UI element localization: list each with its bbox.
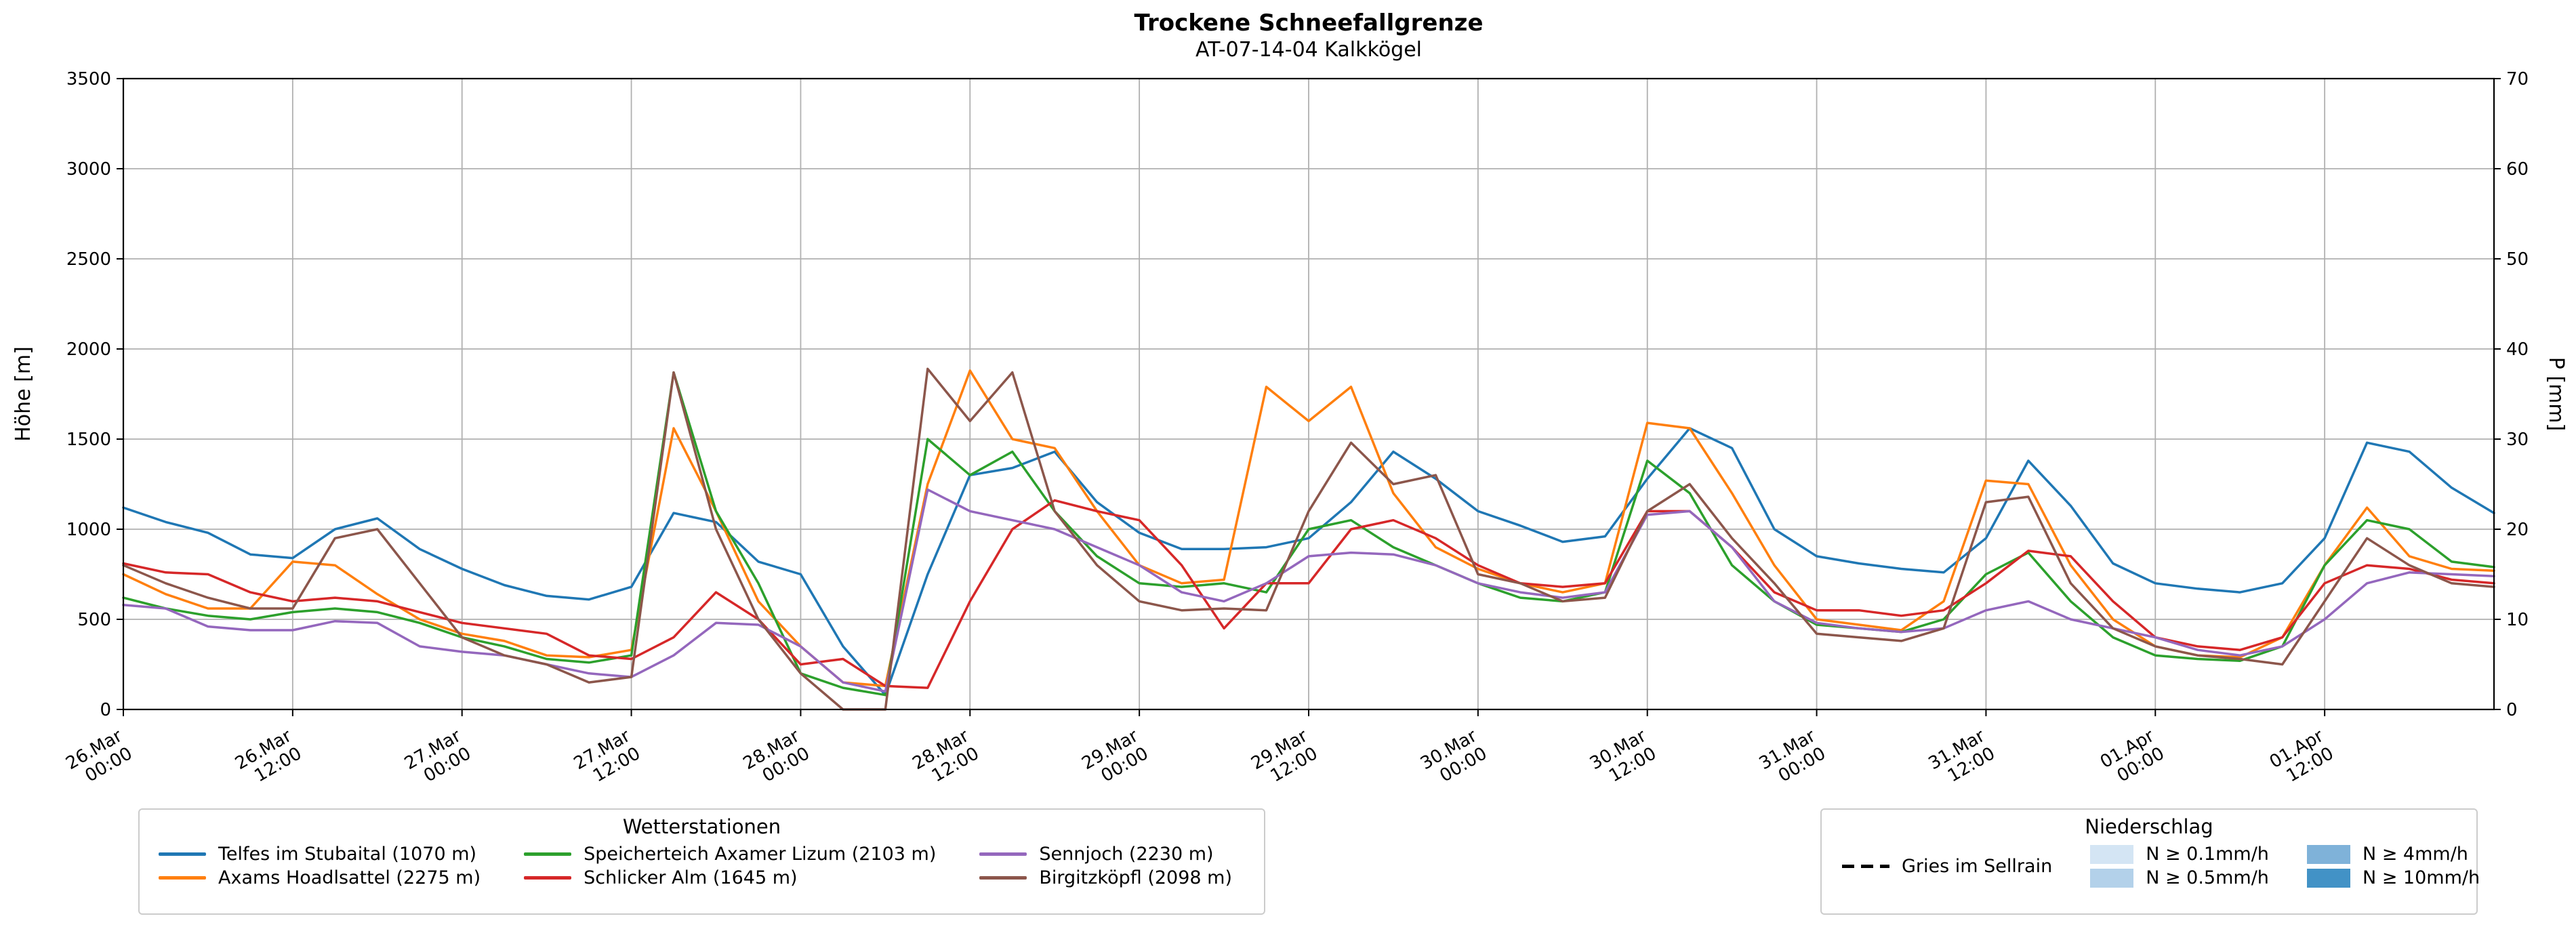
x-tick-label: 30.Mar12:00 (1587, 726, 1660, 791)
legend-item-n-4mm-h: N ≥ 4mm/h (2306, 844, 2480, 865)
legend-item-label: Birgitzköpfl (2098 m) (1039, 867, 1233, 888)
legend-line-swatch (159, 852, 206, 856)
x-tick-label: 28.Mar00:00 (740, 726, 814, 791)
legend-item-axams-hoadlsattel-2275-m: Axams Hoadlsattel (2275 m) (159, 867, 481, 888)
precip-patch-swatch (2090, 844, 2134, 864)
y2-tick-label: 20 (2506, 520, 2529, 540)
legend-item-n-10mm-h: N ≥ 10mm/h (2306, 867, 2480, 888)
y-axis-label-right: P [mm] (2544, 357, 2568, 431)
x-tick-label: 29.Mar00:00 (1078, 726, 1152, 791)
precip-patch-swatch (2090, 868, 2134, 888)
y2-tick-label: 50 (2506, 249, 2529, 270)
y2-tick-label: 0 (2506, 700, 2518, 720)
legend-wetterstationen-title: Wetterstationen (622, 815, 781, 838)
precip-col-3: N ≥ 4mm/h N ≥ 10mm/h (2306, 844, 2480, 888)
legend-niederschlag-title: Niederschlag (2085, 815, 2213, 838)
x-tick-label: 26.Mar12:00 (232, 726, 306, 791)
y-tick-label: 1500 (66, 430, 111, 450)
chart-title: Trockene Schneefallgrenze (1134, 9, 1484, 37)
series-schlicker-alm-1645-m (122, 499, 2495, 689)
y-tick-label: 0 (100, 700, 111, 720)
legend-item-label: N ≥ 4mm/h (2362, 844, 2468, 865)
legend-item-label: N ≥ 0.5mm/h (2146, 867, 2269, 888)
y2-tick-label: 40 (2506, 339, 2529, 360)
legend-item-schlicker-alm-1645-m: Schlicker Alm (1645 m) (524, 867, 936, 888)
legend-item-n-0-5mm-h: N ≥ 0.5mm/h (2090, 867, 2269, 888)
plot-frame (122, 77, 2495, 711)
y2-tick-label: 70 (2506, 69, 2529, 89)
x-tick-label: 01.Apr00:00 (2097, 726, 2168, 790)
legend-item-label: Schlicker Alm (1645 m) (584, 867, 798, 888)
precip-patch-swatch (2306, 844, 2350, 864)
y-tick-label: 1000 (66, 520, 111, 540)
legend-item-label: Telfes im Stubaital (1070 m) (218, 844, 477, 865)
chart-subtitle: AT-07-14-04 Kalkkögel (1195, 38, 1423, 62)
x-tick-label: 31.Mar12:00 (1925, 726, 1999, 791)
legend-item-label: Axams Hoadlsattel (2275 m) (218, 867, 481, 888)
y-tick-label: 3500 (66, 69, 111, 89)
x-tick-label: 27.Mar00:00 (401, 726, 475, 791)
series-birgitzk-pfl-2098-m (122, 367, 2495, 711)
legend-item-n-0-1mm-h: N ≥ 0.1mm/h (2090, 844, 2269, 865)
x-tick-label: 31.Mar00:00 (1756, 726, 1830, 791)
dashed-line-swatch (1842, 864, 1889, 868)
legend-wetterstationen-items: Telfes im Stubaital (1070 m) Axams Hoadls… (140, 838, 1264, 896)
x-tick-label: 01.Apr12:00 (2266, 726, 2337, 790)
series-telfes-im-stubaital-1070-m (122, 427, 2495, 697)
legend-niederschlag: Niederschlag Gries im Sellrain N ≥ 0.1mm/… (1820, 808, 2480, 915)
x-tick-label: 28.Mar12:00 (909, 726, 983, 791)
series-axams-hoadlsattel-2275-m (122, 369, 2495, 688)
y-axis-label-left: Höhe [m] (12, 346, 35, 442)
x-tick-label: 29.Mar12:00 (1248, 726, 1322, 791)
x-tick-label: 27.Mar12:00 (571, 726, 645, 791)
precip-col-reference: Gries im Sellrain (1842, 844, 2052, 888)
x-tick-label: 26.Mar00:00 (62, 726, 136, 791)
x-tick-label: 30.Mar00:00 (1417, 726, 1491, 791)
legend-line-swatch (524, 876, 572, 880)
y-tick-label: 2000 (66, 339, 111, 360)
y-tick-label: 2500 (66, 249, 111, 270)
legend-item-gries-im-sellrain: Gries im Sellrain (1842, 856, 2052, 877)
legend-line-swatch (524, 852, 572, 856)
legend-niederschlag-items: Gries im Sellrain N ≥ 0.1mm/h N ≥ 0.5mm/h N… (1822, 838, 2480, 896)
y2-tick-label: 30 (2506, 430, 2529, 450)
legend-item-label: N ≥ 0.1mm/h (2146, 844, 2269, 865)
y-tick-label: 3000 (66, 159, 111, 180)
y2-tick-label: 60 (2506, 159, 2529, 180)
legend-item-label: N ≥ 10mm/h (2362, 867, 2480, 888)
legend-line-swatch (979, 852, 1027, 856)
legend-item-label: Speicherteich Axamer Lizum (2103 m) (584, 844, 937, 865)
legend-item-label: Gries im Sellrain (1902, 855, 2053, 877)
precip-col-2: N ≥ 0.1mm/h N ≥ 0.5mm/h (2090, 844, 2269, 888)
legend-line-swatch (159, 876, 206, 880)
legend-item-label: Sennjoch (2230 m) (1039, 844, 1214, 865)
legend-item-birgitzk-pfl-2098-m: Birgitzköpfl (2098 m) (979, 867, 1232, 888)
y-tick-label: 500 (77, 610, 111, 630)
legend-line-swatch (979, 876, 1027, 880)
legend-item-telfes-im-stubaital-1070-m: Telfes im Stubaital (1070 m) (159, 844, 481, 865)
legend-wetterstationen: Wetterstationen Telfes im Stubaital (107… (138, 808, 1265, 915)
legend-item-sennjoch-2230-m: Sennjoch (2230 m) (979, 844, 1232, 865)
legend-item-speicherteich-axamer-lizum-2103-m: Speicherteich Axamer Lizum (2103 m) (524, 844, 936, 865)
y2-tick-label: 10 (2506, 610, 2529, 630)
precip-patch-swatch (2306, 868, 2350, 888)
